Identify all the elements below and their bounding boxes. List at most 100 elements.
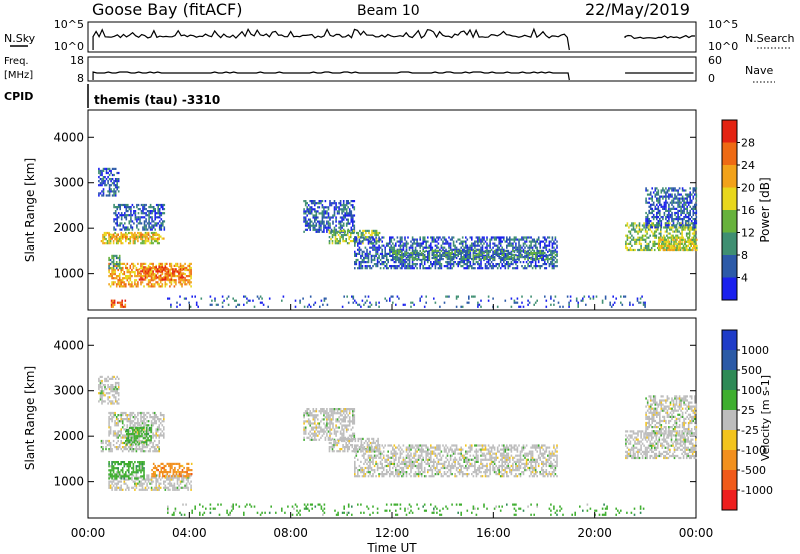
heatmap-cell <box>304 220 307 223</box>
heatmap-cell <box>395 249 397 252</box>
heatmap-cell <box>108 184 111 187</box>
heatmap-cell <box>478 258 481 261</box>
heatmap-cell <box>363 250 365 253</box>
heatmap-cell <box>501 256 503 260</box>
heatmap-cell <box>182 266 185 270</box>
heatmap-cell <box>120 268 122 272</box>
heatmap-cell <box>503 238 505 241</box>
heatmap-cell <box>461 236 464 239</box>
heatmap-cell <box>465 242 467 245</box>
heatmap-cell <box>662 242 665 245</box>
heatmap-cell <box>152 279 154 282</box>
heatmap-cell <box>408 258 411 261</box>
heatmap-cell <box>551 256 554 259</box>
heatmap-cell <box>143 262 145 265</box>
heatmap-cell <box>662 248 665 252</box>
heatmap-cell <box>137 432 139 435</box>
heatmap-cell <box>440 265 443 268</box>
heatmap-cell <box>510 258 513 261</box>
heatmap-cell <box>303 305 306 308</box>
heatmap-cell <box>131 486 133 489</box>
heatmap-cell <box>130 212 132 215</box>
heatmap-cell <box>425 267 427 270</box>
heatmap-cell <box>141 461 144 464</box>
heatmap-cell <box>140 463 142 466</box>
heatmap-cell <box>125 264 127 267</box>
heatmap-cell <box>665 193 667 196</box>
heatmap-cell <box>437 242 440 245</box>
heatmap-cell <box>110 171 112 175</box>
heatmap-cell <box>348 214 351 217</box>
heatmap-cell <box>314 216 316 219</box>
heatmap-cell <box>149 268 151 271</box>
heatmap-cell <box>445 242 447 245</box>
heatmap-cell <box>405 244 408 247</box>
heatmap-cell <box>361 236 364 239</box>
heatmap-cell <box>128 465 130 468</box>
heatmap-cell <box>690 216 693 219</box>
heatmap-cell <box>121 299 123 302</box>
heatmap-cell <box>109 273 112 276</box>
heatmap-cell <box>140 430 142 433</box>
heatmap-cell <box>173 482 176 485</box>
heatmap-cell <box>663 189 666 192</box>
heatmap-cell <box>125 285 127 288</box>
heatmap-cell <box>360 254 362 257</box>
heatmap-cell <box>123 424 126 427</box>
heatmap-cell <box>155 231 157 235</box>
heatmap-cell <box>419 263 421 266</box>
heatmap-cell <box>149 478 151 481</box>
heatmap-cell <box>131 411 133 415</box>
heatmap-cell <box>675 195 678 198</box>
heatmap-cell <box>451 263 453 266</box>
heatmap-cell <box>114 238 116 241</box>
heatmap-cell <box>652 209 655 212</box>
heatmap-cell <box>163 434 165 437</box>
heatmap-cell <box>123 441 126 445</box>
heatmap-cell <box>185 486 188 489</box>
heatmap-cell <box>114 212 117 215</box>
heatmap-cell <box>233 299 236 302</box>
heatmap-cell <box>164 283 167 286</box>
heatmap-cell <box>338 206 340 209</box>
heatmap-cell <box>378 256 380 260</box>
heatmap-cell <box>492 246 494 249</box>
heatmap-cell <box>153 285 156 288</box>
heatmap-cell <box>669 228 671 231</box>
heatmap-cell <box>667 242 670 245</box>
heatmap-cell <box>551 258 554 261</box>
heatmap-cell <box>169 466 172 470</box>
heatmap-cell <box>550 240 552 243</box>
heatmap-cell <box>507 238 510 241</box>
heatmap-cell <box>125 439 127 443</box>
heatmap-cell <box>119 303 122 306</box>
heatmap-cell <box>123 475 126 478</box>
heatmap-cell <box>634 228 636 231</box>
heatmap-cell <box>544 254 546 257</box>
heatmap-cell <box>110 299 113 302</box>
heatmap-cell <box>343 229 346 232</box>
heatmap-cell <box>107 176 109 179</box>
heatmap-cell <box>144 450 147 453</box>
heatmap-cell <box>160 462 163 465</box>
heatmap-cell <box>153 268 156 271</box>
heatmap-cell <box>309 208 311 211</box>
heatmap-cell <box>370 236 373 239</box>
heatmap-cell <box>506 261 508 264</box>
heatmap-cell <box>362 231 364 235</box>
heatmap-cell <box>155 444 157 447</box>
heatmap-cell <box>140 216 143 219</box>
heatmap-cell <box>696 244 698 247</box>
heatmap-cell <box>135 446 138 449</box>
heatmap-cell <box>166 268 168 271</box>
heatmap-cell <box>499 258 502 261</box>
heatmap-cell <box>694 224 696 227</box>
heatmap-cell <box>693 238 695 241</box>
heatmap-cell <box>105 184 108 187</box>
heatmap-cell <box>158 475 161 478</box>
heatmap-cell <box>161 476 164 479</box>
heatmap-cell <box>125 233 127 236</box>
heatmap-cell <box>469 256 472 259</box>
heatmap-cell <box>358 240 361 243</box>
heatmap-cell <box>425 249 427 252</box>
